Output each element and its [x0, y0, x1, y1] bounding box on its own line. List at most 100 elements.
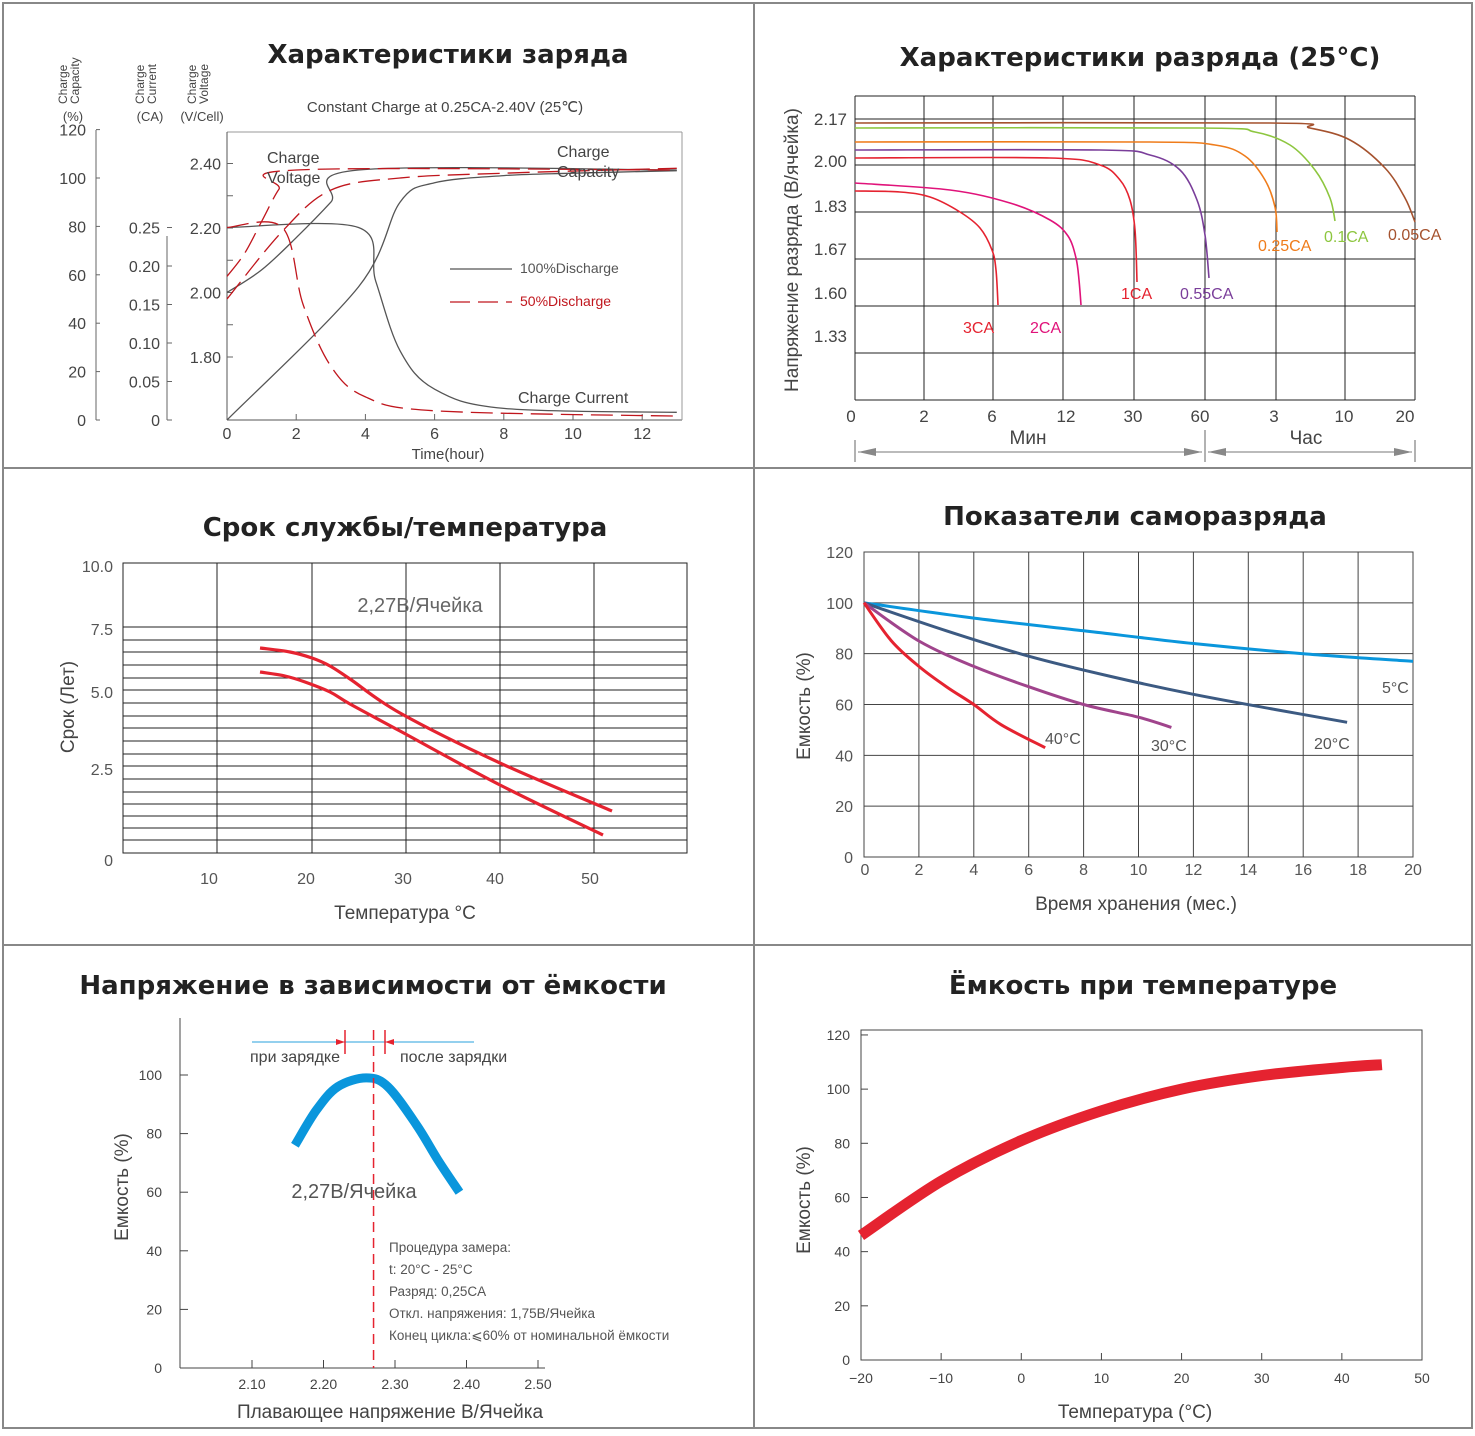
selfdischarge-y-label: Емкость (%)	[794, 652, 815, 760]
charge-curve	[226, 222, 677, 413]
charge-current-tick: 0.05	[129, 375, 160, 392]
temp-x-tick: 10	[1094, 1370, 1110, 1386]
charge-capacity-tick: 120	[59, 123, 86, 140]
discharge-x-tick: 60	[1191, 407, 1210, 426]
temp-x-tick: −20	[849, 1370, 873, 1386]
life-grid: 0 2.5 5.0 7.5 10.0 10 20 30 40 50	[82, 559, 688, 888]
discharge-x-tick: 0	[846, 407, 855, 426]
charge-capacity-tick: 0	[77, 413, 86, 430]
charge-subtitle: Constant Charge at 0.25CA-2.40V (25℃)	[307, 99, 583, 116]
life-x-tick: 50	[581, 871, 599, 888]
header-line: Current	[145, 63, 159, 104]
charge-curve	[226, 221, 677, 417]
float-y-tick: 80	[146, 1126, 162, 1142]
temp-x-tick: 20	[1174, 1370, 1190, 1386]
charge-x-tick: 12	[633, 426, 651, 443]
float-y-tick: 100	[139, 1067, 163, 1083]
life-x-tick: 30	[394, 871, 412, 888]
life-x-tick: 10	[200, 871, 218, 888]
life-curve-lower	[259, 670, 604, 837]
discharge-curve-label: 0.05CA	[1388, 227, 1442, 244]
discharge-curve-label: 0.25CA	[1258, 238, 1312, 255]
charge-x-tick: 0	[223, 426, 232, 443]
charge-voltage-tick: 2.40	[190, 157, 221, 174]
temp-x-tick: 0	[1017, 1370, 1025, 1386]
charge-current-tick: 0.15	[129, 298, 160, 315]
charge-capacity-tick: 80	[68, 219, 86, 236]
life-x-tick: 40	[486, 871, 504, 888]
label-charge-capacity-2: Capacity	[557, 164, 619, 181]
discharge-curve	[854, 126, 1336, 222]
temp-y-tick: 20	[834, 1298, 850, 1314]
selfdischarge-curve-label: 5°C	[1382, 680, 1409, 697]
float-y-tick: 0	[154, 1360, 162, 1376]
selfdischarge-x-tick: 16	[1294, 862, 1312, 879]
life-y-tick: 5.0	[91, 685, 113, 702]
selfdischarge-x-tick: 6	[1024, 862, 1033, 879]
charge-axis-header: ChargeCurrent	[133, 63, 159, 104]
selfdischarge-y-tick: 80	[835, 647, 853, 664]
charge-panel: Характеристики заряда Constant Charge at…	[56, 40, 683, 463]
label-charge-voltage-2: Voltage	[267, 170, 320, 187]
discharge-y-tick: 2.17	[814, 110, 847, 129]
float-y-tick: 40	[146, 1243, 162, 1259]
life-curve-upper	[259, 646, 613, 813]
note-line: Конец цикла:⩽60% от номинальной ёмкости	[389, 1328, 669, 1343]
float-axes: 0 20 40 60 80 100 2.10 2.20 2.30 2.40 2.50	[139, 1018, 552, 1392]
temp-capacity-curve	[857, 1059, 1383, 1240]
charge-axis-unit: (V/Cell)	[180, 109, 223, 124]
discharge-x-tick: 6	[987, 407, 996, 426]
charge-curve	[226, 167, 677, 277]
legend-label-50: 50%Discharge	[520, 293, 611, 309]
selfdischarge-curve	[862, 601, 1046, 750]
charge-capacity-tick: 60	[68, 268, 86, 285]
life-curves	[259, 646, 613, 837]
discharge-curve-label: 2CA	[1030, 320, 1061, 337]
temp-y-tick: 40	[834, 1244, 850, 1260]
temp-y-tick: 100	[827, 1081, 851, 1097]
float-panel: Напряжение в зависимости от ёмкости Емко…	[79, 971, 669, 1423]
selfdischarge-curves: 5°C 20°C 30°C 40°C	[862, 601, 1414, 755]
selfdischarge-curve	[863, 601, 1348, 724]
charge-x-tick: 10	[564, 426, 582, 443]
note-line: Разряд: 0,25CA	[389, 1284, 486, 1299]
temp-curves	[857, 1059, 1383, 1240]
float-x-label: Плавающее напряжение В/Ячейка	[237, 1402, 544, 1423]
note-line: Откл. напряжения: 1,75В/Ячейка	[389, 1306, 595, 1321]
label-charge-capacity-1: Charge	[557, 144, 610, 161]
selfdischarge-x-tick: 2	[914, 862, 923, 879]
charge-capacity-tick: 20	[68, 365, 86, 382]
life-y-label: Срок (Лет)	[58, 661, 79, 753]
charge-axis-unit: (%)	[63, 109, 83, 124]
float-x-tick: 2.50	[524, 1376, 551, 1392]
charge-x-tick: 2	[292, 426, 301, 443]
discharge-y-tick: 1.33	[814, 327, 847, 346]
charge-x-tick: 6	[430, 426, 439, 443]
charge-axes: 02040608010012000.050.100.150.200.251.80…	[59, 123, 683, 443]
temp-x-tick: −10	[929, 1370, 953, 1386]
temp-plot-frame	[860, 1029, 1423, 1361]
discharge-y-tick: 1.67	[814, 240, 847, 259]
charge-axis-header: ChargeCapacity	[56, 57, 82, 104]
discharge-span-arrows: Мин Час	[854, 428, 1416, 462]
charge-voltage-tick: 2.00	[190, 286, 221, 303]
selfdischarge-x-tick: 20	[1404, 862, 1422, 879]
float-capacity-curve	[291, 1073, 464, 1195]
life-plot-frame	[122, 562, 688, 854]
selfdischarge-title: Показатели саморазряда	[943, 502, 1327, 532]
note-line: Процедура замера:	[389, 1240, 511, 1255]
selfdischarge-x-tick: 14	[1239, 862, 1257, 879]
discharge-curve-label: 0.1CA	[1324, 229, 1369, 246]
selfdischarge-y-tick: 20	[835, 799, 853, 816]
discharge-curve	[854, 190, 999, 306]
selfdischarge-y-tick: 40	[835, 748, 853, 765]
float-y-tick: 60	[146, 1184, 162, 1200]
discharge-title: Характеристики разряда (25°C)	[900, 43, 1381, 73]
temp-x-tick: 30	[1254, 1370, 1270, 1386]
charge-x-tick: 4	[361, 426, 370, 443]
charge-curves	[226, 166, 677, 421]
header-line: Capacity	[68, 57, 82, 104]
selfdischarge-curve	[863, 601, 1172, 729]
charge-capacity-tick: 100	[59, 171, 86, 188]
discharge-grid: 2.17 2.00 1.83 1.67 1.60 1.33 0 2 6 12 30 60 3 10 20	[814, 95, 1416, 426]
